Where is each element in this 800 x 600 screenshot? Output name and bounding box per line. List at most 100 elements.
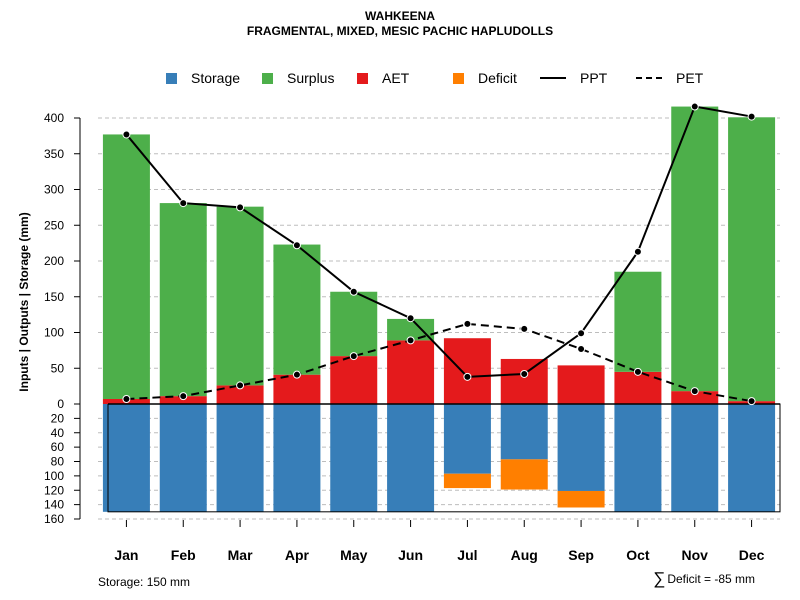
ppt-point-jan <box>122 130 131 139</box>
surplus-bar-jun <box>387 318 435 341</box>
y-tick-label: 150 <box>44 290 64 304</box>
legend-storage-swatch <box>166 72 177 84</box>
pet-point-jan <box>122 394 131 403</box>
aet-bar-nov <box>671 391 719 404</box>
storage-note: Storage: 150 mm <box>98 575 191 589</box>
legend-deficit-swatch <box>453 72 464 84</box>
pet-point-oct <box>633 367 642 376</box>
y-tick-label: 100 <box>44 326 64 340</box>
storage-bar-apr <box>273 404 321 512</box>
legend-storage: Storage <box>166 70 240 86</box>
ppt-point-nov <box>690 102 699 111</box>
deficit-note-text: Deficit = -85 mm <box>667 572 755 586</box>
surplus-bar-nov <box>671 106 719 392</box>
y-tick-label: 400 <box>44 111 64 125</box>
storage-bar-jan <box>102 404 150 512</box>
legend-pet-line <box>636 77 662 79</box>
storage-bar-sep <box>557 404 605 491</box>
sigma-icon: ∑ <box>653 569 666 588</box>
aet-bar-oct <box>614 371 662 404</box>
ppt-point-dec <box>747 112 756 121</box>
surplus-bar-oct <box>614 271 662 372</box>
y-axis-label: Inputs | Outputs | Storage (mm) <box>17 212 31 391</box>
pet-point-nov <box>690 387 699 396</box>
storage-bar-jun <box>387 404 435 512</box>
ppt-point-feb <box>179 199 188 208</box>
legend-deficit: Deficit <box>453 70 517 86</box>
legend: Storage Surplus AET Deficit PPT PET <box>0 70 800 90</box>
legend-aet: AET <box>357 70 409 86</box>
x-tick-label-dec: Dec <box>739 547 765 563</box>
y-tick-label: 350 <box>44 147 64 161</box>
pet-line <box>126 322 752 403</box>
aet-bar-jun <box>387 340 435 404</box>
deficit-bar-jul <box>443 473 491 489</box>
pet-point-dec <box>747 397 756 406</box>
surplus-bar-dec <box>728 117 776 402</box>
storage-bar-oct <box>614 404 662 512</box>
pet-point-feb <box>179 392 188 401</box>
legend-surplus: Surplus <box>262 70 334 86</box>
pet-point-apr <box>292 370 301 379</box>
x-tick-label-mar: Mar <box>228 547 253 563</box>
x-tick-label-nov: Nov <box>682 547 709 563</box>
x-tick-label-feb: Feb <box>171 547 196 563</box>
aet-bar-aug <box>500 358 548 404</box>
y-tick-label: 80 <box>51 455 65 469</box>
ppt-point-may <box>349 287 358 296</box>
y-tick-label: 160 <box>44 512 64 526</box>
y-tick-label: 300 <box>44 183 64 197</box>
y-tick-label: 40 <box>51 426 65 440</box>
surplus-bar-jan <box>102 134 150 399</box>
ppt-point-sep <box>577 329 586 338</box>
storage-bar-may <box>330 404 378 512</box>
x-tick-label-apr: Apr <box>285 547 310 563</box>
y-tick-label: 60 <box>51 440 65 454</box>
deficit-bar-aug <box>500 459 548 490</box>
legend-pet: PET <box>636 70 703 86</box>
storage-bar-aug <box>500 404 548 460</box>
y-tick-label: 140 <box>44 498 64 512</box>
y-tick-label: 0 <box>57 397 64 411</box>
legend-aet-label: AET <box>382 70 410 86</box>
chart-title: WAHKEENA <box>364 9 435 23</box>
storage-bar-nov <box>671 404 719 512</box>
pet-point-may <box>349 352 358 361</box>
storage-bar-jul <box>443 404 491 474</box>
y-tick-label: 50 <box>51 361 65 375</box>
x-tick-label-jul: Jul <box>457 547 477 563</box>
x-tick-label-jan: Jan <box>114 547 138 563</box>
surplus-bar-apr <box>273 244 321 375</box>
ppt-point-oct <box>633 247 642 256</box>
aet-bar-may <box>330 356 378 404</box>
ppt-point-jun <box>406 314 415 323</box>
legend-storage-label: Storage <box>191 70 241 86</box>
legend-deficit-label: Deficit <box>478 70 517 86</box>
y-tick-label: 250 <box>44 218 64 232</box>
pet-point-aug <box>520 324 529 333</box>
x-tick-label-oct: Oct <box>626 547 650 563</box>
deficit-bar-sep <box>557 490 605 508</box>
ppt-point-mar <box>236 203 245 212</box>
surplus-bar-mar <box>216 206 264 386</box>
legend-aet-swatch <box>357 72 368 84</box>
legend-ppt: PPT <box>540 70 607 86</box>
ppt-point-aug <box>520 369 529 378</box>
chart-subtitle: FRAGMENTAL, MIXED, MESIC PACHIC HAPLUDOL… <box>246 24 554 38</box>
y-tick-label: 100 <box>44 469 64 483</box>
y-tick-label: 120 <box>44 483 64 497</box>
x-tick-label-aug: Aug <box>511 547 538 563</box>
y-tick-label: 200 <box>44 254 64 268</box>
aet-bar-apr <box>273 374 321 404</box>
legend-surplus-swatch <box>262 72 273 84</box>
x-tick-label-jun: Jun <box>398 547 423 563</box>
pet-point-jul <box>463 319 472 328</box>
y-tick-label: 20 <box>51 411 65 425</box>
surplus-bar-may <box>330 291 378 357</box>
ppt-line <box>125 105 752 378</box>
storage-bar-dec <box>728 404 776 512</box>
legend-surplus-label: Surplus <box>287 70 335 86</box>
aet-bar-mar <box>216 385 264 404</box>
legend-pet-label: PET <box>676 70 704 86</box>
